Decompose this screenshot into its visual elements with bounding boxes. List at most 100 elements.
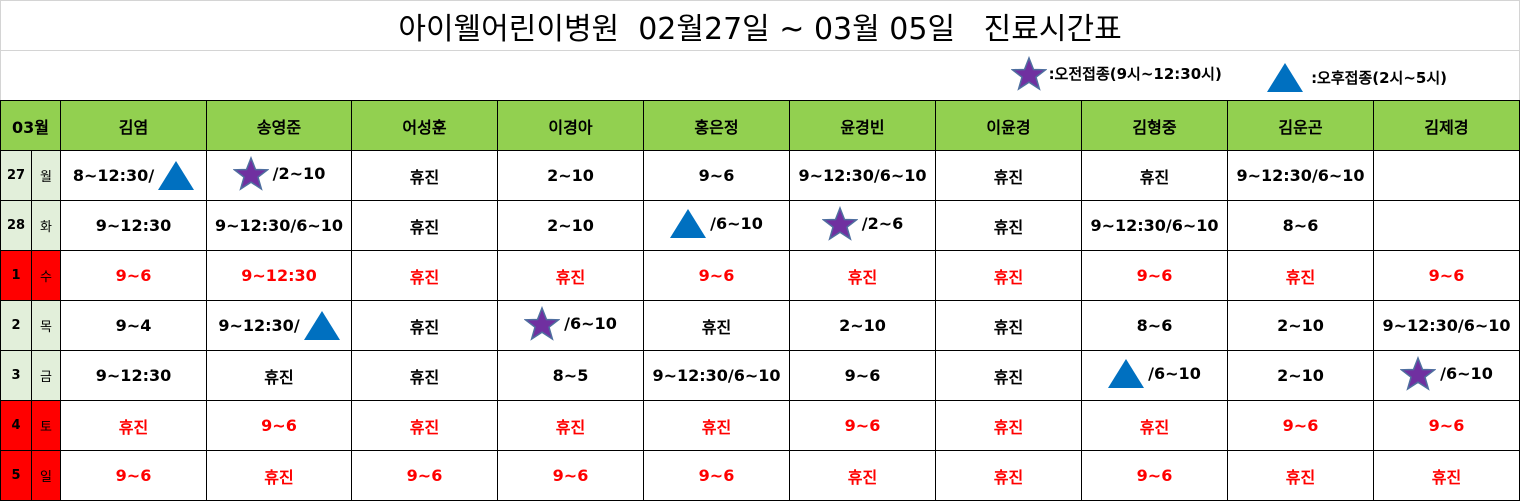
hours-text: 휴진 [409,367,440,387]
doctor-header: 윤경빈 [789,100,936,151]
hours-text: 8~6 [1282,216,1319,235]
schedule-cell: 휴진 [206,350,352,401]
doctor-header: 송영준 [206,100,352,151]
doctor-header: 홍은정 [643,100,790,151]
schedule-cell: 휴진 [497,250,644,301]
schedule-cell: 휴진 [1227,250,1374,301]
hours-text: 8~5 [552,366,589,385]
star-icon [232,155,269,191]
legend-afternoon-label: :오후접종(2시~5시) [1311,68,1448,87]
schedule-cell: 9~6 [789,400,936,451]
schedule-cell: 9~6 [497,450,644,501]
hours-text: 9~12:30/6~10 [652,366,781,385]
hours-text: 9~6 [1428,416,1465,435]
hours-text: 8~12:30/ [72,166,155,185]
schedule-cell: 9~4 [60,300,207,351]
schedule-cell: 휴진 [351,150,498,201]
doctor-header: 어성훈 [351,100,498,151]
triangle-icon [158,161,195,190]
schedule-cell [1372,150,1520,201]
hours-text: 9~6 [115,466,152,485]
hours-text: 휴진 [993,417,1024,437]
hours-text: 2~10 [1277,316,1324,335]
table-row: 5 일 9~6 휴진 9~6 9~6 9~6 휴진 휴진 9~6 휴진 휴진 [0,450,1520,501]
schedule-cell: 9~6 [789,350,936,401]
date-cell: 5 [0,450,32,501]
schedule-cell: /2~6 [789,200,936,251]
schedule-cell: 9~6 [1372,400,1520,451]
hours-text: /6~10 [710,214,763,233]
schedule-cell: 휴진 [935,150,1082,201]
schedule-cell: 9~6 [351,450,498,501]
star-icon [1400,355,1437,391]
star-icon [821,205,858,241]
hours-text: 9~6 [698,166,735,185]
page-title: 아이웰어린이병원 02월27일 ~ 03월 05일 진료시간표 [0,0,1520,51]
schedule-cell: 휴진 [935,350,1082,401]
hours-text: 휴진 [555,417,586,437]
hours-text: 휴진 [993,367,1024,387]
hours-text: 9~6 [698,466,735,485]
legend: :오전접종(9시~12:30시) :오후접종(2시~5시) [0,50,1520,101]
weekday-cell: 수 [31,250,61,301]
schedule-cell: /6~10 [1081,350,1228,401]
schedule-cell: 9~6 [60,450,207,501]
schedule-cell: 휴진 [643,400,790,451]
schedule-cell: 9~6 [1081,250,1228,301]
schedule-cell: 휴진 [60,400,207,451]
hours-text: 휴진 [993,217,1024,237]
schedule-cell: 9~6 [60,250,207,301]
hours-text: 휴진 [993,317,1024,337]
hours-text: 휴진 [118,417,149,437]
schedule-cell: 2~10 [1227,300,1374,351]
hours-text: 9~6 [1282,416,1319,435]
hours-text: 9~6 [261,416,297,435]
month-header: 03월 [0,100,61,151]
schedule-cell: /6~10 [643,200,790,251]
hours-text: 9~6 [406,466,443,485]
triangle-icon [1108,359,1145,388]
hours-text: 9~6 [552,466,589,485]
date-cell: 4 [0,400,32,451]
hours-text: 휴진 [409,167,440,187]
schedule-cell: 휴진 [789,450,936,501]
schedule-cell: 휴진 [351,250,498,301]
hours-text: 9~6 [698,266,735,285]
doctor-header: 김운곤 [1227,100,1374,151]
hours-text: 9~12:30/ [218,316,300,335]
doctor-header: 김염 [60,100,207,151]
hours-text: 휴진 [847,267,878,287]
schedule-cell: 9~12:30/6~10 [789,150,936,201]
hours-text: 9~6 [1136,266,1173,285]
hours-text: 휴진 [264,367,294,387]
triangle-icon [670,209,707,238]
hours-text: 휴진 [409,417,440,437]
doctor-header: 이윤경 [935,100,1082,151]
hours-text: 휴진 [1431,467,1462,487]
hours-text: 9~6 [844,366,881,385]
hours-text: /6~10 [564,314,617,333]
schedule-cell: 휴진 [1227,450,1374,501]
hours-text: 휴진 [409,217,440,237]
schedule-cell: 휴진 [206,450,352,501]
legend-morning-label: :오전접종(9시~12:30시) [1048,65,1222,83]
hours-text: 휴진 [555,267,586,287]
hours-text: 휴진 [993,467,1024,487]
table-row: 27 월 8~12:30/ /2~10 휴진 2~10 9~6 9~12:30/6~10 휴진 휴… [0,150,1520,201]
hours-text: 9~6 [844,416,881,435]
hours-text: 휴진 [1139,417,1170,437]
schedule-cell: /2~10 [206,150,352,201]
schedule-cell: 휴진 [497,400,644,451]
hours-text: 9~12:30 [95,366,172,385]
schedule-cell: 9~12:30 [206,250,352,301]
hours-text: 9~4 [115,316,152,335]
hours-text: 2~10 [547,216,594,235]
hours-text: 2~10 [1277,366,1324,385]
schedule-cell: 8~12:30/ [60,150,207,201]
weekday-cell: 목 [31,300,61,351]
table-row: 3 금 9~12:30 휴진 휴진 8~5 9~12:30/6~10 9~6 휴진/6~10 2~… [0,350,1520,401]
legend-afternoon: :오후접종(2시~5시) [1267,62,1448,92]
hours-text: 휴진 [993,267,1024,287]
schedule-cell: 2~10 [789,300,936,351]
